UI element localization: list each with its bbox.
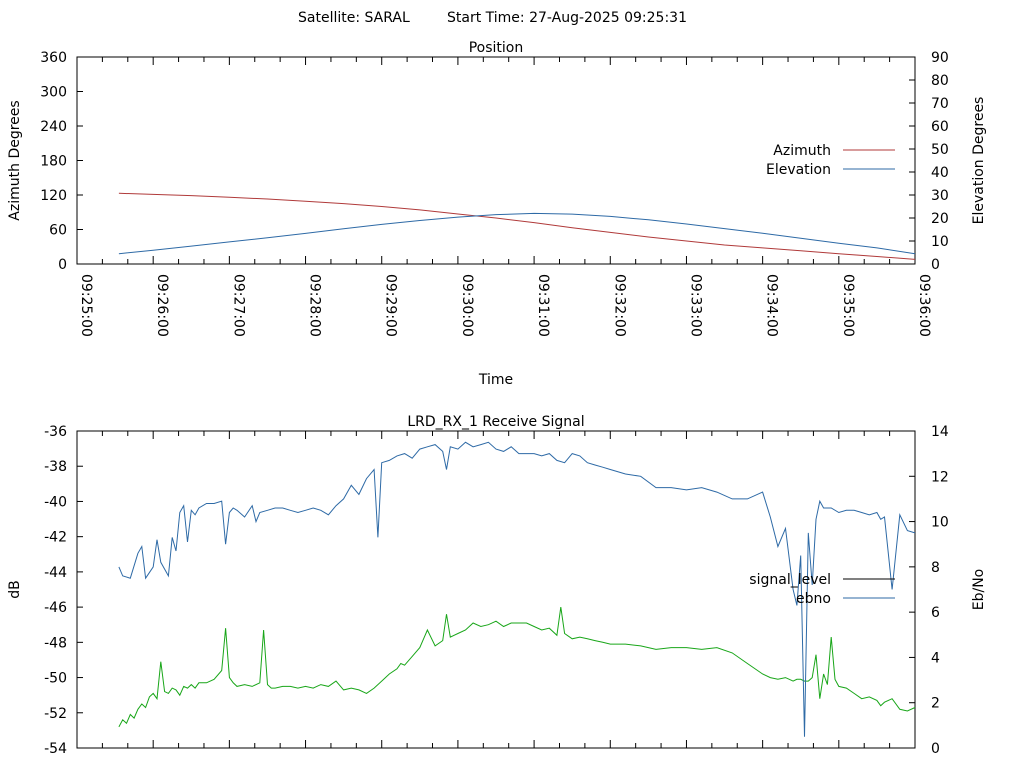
y-tick-label: -44 [44,565,67,581]
position-chart: Position 0 60 120 180 240 300 360 0 10 20 30 40 50 60 7… [7,40,987,388]
y-tick-label: -46 [44,600,67,616]
y-tick-label: -54 [44,741,67,757]
y2-tick-label: 40 [931,165,949,181]
plot-frame [76,430,916,749]
y2-tick-label: 8 [931,560,940,576]
y2-tick-label: 10 [931,515,949,531]
x-tick-label: 09:26:00 [154,274,170,337]
legend-label: ebno [796,591,831,607]
y-tick-label: 360 [40,50,67,66]
y-tick-label: -50 [44,671,67,687]
y2-tick-label: 2 [931,696,940,712]
series-line-azimuth [118,192,916,260]
y2-tick-label: 70 [931,96,949,112]
y2-tick-label: 80 [931,73,949,89]
y2-tick-label: 90 [931,50,949,66]
x-tick-label: 09:25:00 [78,274,94,337]
chart-title: LRD_RX_1 Receive Signal [407,414,584,430]
x-tick-label: 09:30:00 [459,274,475,337]
x-tick-label: 09:33:00 [687,274,703,337]
x-tick-label: 09:35:00 [840,274,856,337]
x-tick-label: 09:34:00 [764,274,780,337]
x-tick-label: 09:29:00 [383,274,399,337]
y2-tick-label: 12 [931,469,949,485]
y-axis-label: dB [7,580,23,599]
plot-frame [76,56,916,265]
y-tick-label: 120 [40,188,67,204]
y2-axis-label: Elevation Degrees [971,97,987,225]
y-tick-label: -42 [44,530,67,546]
y2-tick-label: 0 [931,257,940,273]
series-line-ebno [118,441,916,737]
y-tick-label: -38 [44,459,67,475]
y2-tick-label: 6 [931,605,940,621]
header-start-time: Start Time: 27-Aug-2025 09:25:31 [447,10,687,26]
y2-tick-label: 20 [931,211,949,227]
y2-tick-label: 60 [931,119,949,135]
y-tick-label: 0 [58,257,67,273]
legend-label: Azimuth [773,143,831,159]
chart-title: Position [469,40,524,56]
x-axis-label: Time [478,372,513,388]
y2-tick-label: 4 [931,650,940,666]
x-tick-label: 09:32:00 [611,274,627,337]
y-tick-label: 300 [40,85,67,101]
legend-label: Elevation [766,162,831,178]
y2-tick-label: 14 [931,424,949,440]
header-satellite: Satellite: SARAL [298,10,410,26]
x-tick-label: 09:36:00 [916,274,932,337]
y-tick-label: 60 [49,223,67,239]
series-line-elevation [118,212,916,255]
y-tick-label: -40 [44,494,67,510]
x-tick-label: 09:31:00 [535,274,551,337]
receive-signal-chart: LRD_RX_1 Receive Signal -54 -52 -50 -48 -46 -4… [7,414,987,757]
x-tick-label: 09:27:00 [230,274,246,337]
y2-tick-label: 30 [931,188,949,204]
y-tick-label: -36 [44,424,67,440]
legend-label: signal_level [749,572,831,588]
x-tick-label: 09:28:00 [307,274,323,337]
y-tick-label: 180 [40,154,67,170]
y2-tick-label: 50 [931,142,949,158]
y2-axis-label: Eb/No [971,569,987,611]
y-axis-label: Azimuth Degrees [7,100,23,220]
y-tick-label: 240 [40,119,67,135]
y-tick-label: -48 [44,635,67,651]
y-tick-label: -52 [44,706,67,722]
y2-tick-label: 10 [931,234,949,250]
y2-tick-label: 0 [931,741,940,757]
series-line-signal-level [118,607,916,728]
